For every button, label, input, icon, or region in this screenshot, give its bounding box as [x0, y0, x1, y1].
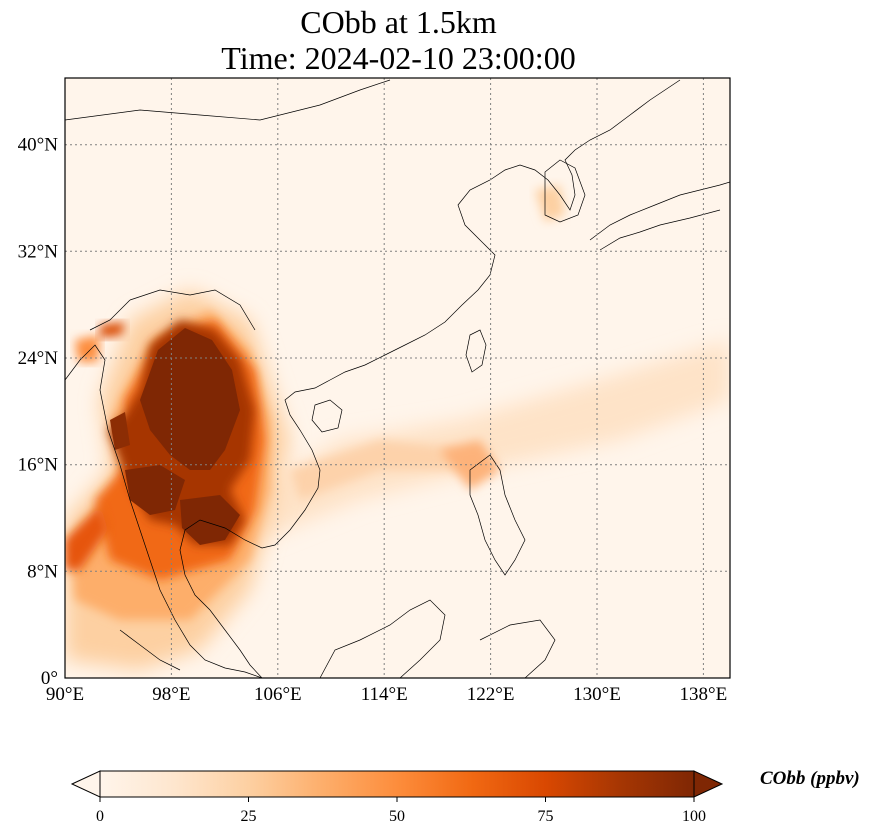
gridlines	[65, 78, 730, 678]
colorbar-extend-max	[693, 770, 724, 798]
lat-tick-label: 16°N	[18, 455, 59, 476]
lat-tick-label: 40°N	[18, 135, 59, 156]
lon-tick-label: 114°E	[361, 684, 408, 705]
lat-tick-label: 0°	[41, 668, 58, 689]
colorbar-label: CObb (ppbv)	[760, 768, 860, 789]
lat-tick-label: 32°N	[18, 241, 59, 262]
colorbar-tick-label: 100	[682, 808, 706, 825]
lon-tick-label: 130°E	[573, 684, 621, 705]
colorbar-tick-label: 75	[538, 808, 554, 825]
map-frame	[64, 77, 731, 679]
lon-tick-label: 122°E	[467, 684, 515, 705]
map-title-line1: CObb at 1.5km	[300, 4, 497, 40]
colorbar-tick-label: 50	[389, 808, 405, 825]
lon-tick-labels: 90°E 98°E 106°E 114°E 122°E 130°E 138°E	[46, 684, 727, 705]
colorbar-tick-label: 25	[241, 808, 257, 825]
colorbar: 0 25 50 75 100	[70, 770, 724, 825]
lon-tick-label: 98°E	[152, 684, 190, 705]
map-title-line2: Time: 2024-02-10 23:00:00	[221, 40, 576, 76]
lat-tick-label: 8°N	[27, 561, 58, 582]
lat-tick-labels: 0° 8°N 16°N 24°N 32°N 40°N	[18, 135, 59, 689]
colorbar-gradient	[99, 770, 695, 798]
lon-tick-label: 138°E	[680, 684, 728, 705]
colorbar-ticks	[99, 797, 695, 802]
coastlines	[65, 79, 730, 678]
colorbar-tick-label: 0	[96, 808, 104, 825]
colorbar-extend-min	[70, 770, 101, 798]
lon-tick-label: 90°E	[46, 684, 84, 705]
lat-tick-label: 24°N	[18, 348, 59, 369]
concentration-field	[65, 78, 730, 678]
lon-tick-label: 106°E	[254, 684, 302, 705]
